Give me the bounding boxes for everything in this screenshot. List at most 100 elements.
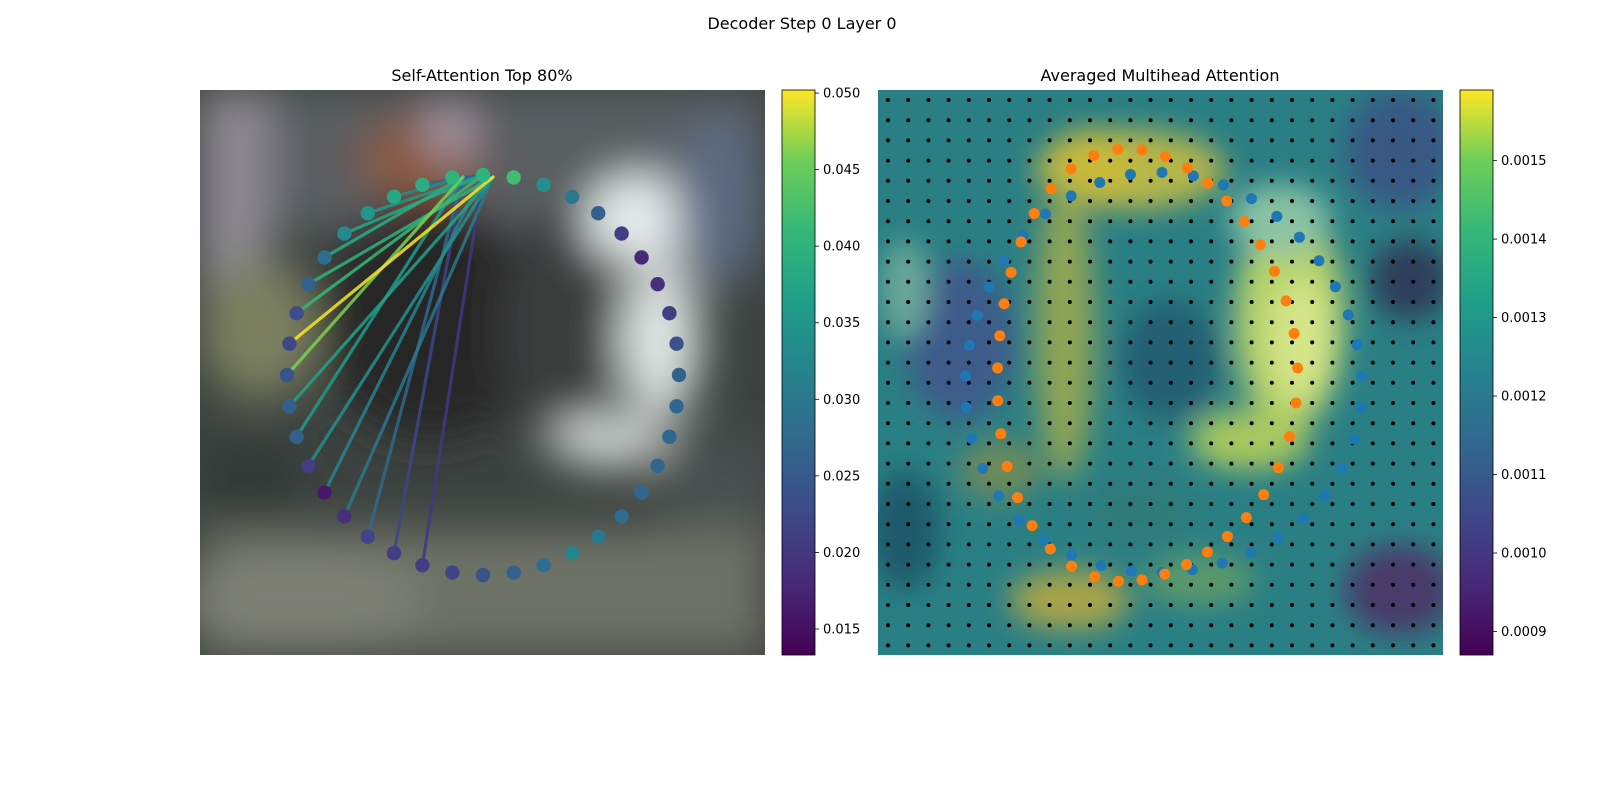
key-grid-point	[1047, 603, 1052, 607]
key-grid-point	[1148, 360, 1153, 365]
key-grid-point	[1027, 239, 1032, 244]
key-grid-point	[1128, 582, 1133, 587]
key-grid-point	[966, 320, 971, 325]
key-grid-point	[1391, 522, 1395, 527]
key-grid-point	[946, 259, 951, 264]
key-grid-point	[926, 562, 931, 567]
key-grid-point	[1209, 380, 1214, 385]
reference-point	[1187, 170, 1199, 182]
query-point	[650, 458, 665, 473]
key-grid-point	[1350, 502, 1355, 506]
key-grid-point	[1027, 320, 1032, 325]
predicted-point	[992, 395, 1004, 407]
figure-title: Decoder Step 0 Layer 0	[707, 14, 896, 33]
key-grid-point	[1047, 522, 1052, 527]
key-grid-point	[1310, 380, 1315, 385]
reference-point	[1348, 433, 1360, 445]
key-grid-point	[1108, 300, 1113, 304]
predicted-point	[1272, 462, 1284, 474]
key-grid-point	[1370, 239, 1375, 244]
key-grid-point	[1249, 320, 1254, 325]
key-grid-point	[1148, 542, 1153, 547]
key-grid-point	[1330, 421, 1335, 426]
key-grid-point	[1290, 98, 1294, 102]
key-grid-point	[926, 279, 931, 284]
key-grid-point	[906, 178, 911, 183]
key-grid-point	[1067, 582, 1072, 587]
key-grid-point	[1330, 98, 1335, 102]
attention-link	[366, 173, 485, 215]
key-grid-point	[966, 259, 971, 264]
key-grid-point	[886, 461, 890, 466]
key-grid-point	[1350, 178, 1355, 183]
key-grid-point	[886, 603, 890, 607]
key-grid-point	[1350, 481, 1355, 486]
key-grid-point	[1391, 320, 1395, 325]
key-grid-point	[1269, 623, 1274, 628]
key-grid-point	[1148, 441, 1153, 446]
key-grid-point	[1330, 118, 1335, 123]
key-grid-point	[1128, 481, 1133, 486]
colorbar-tick-label: 0.0015	[1501, 154, 1547, 169]
key-grid-point	[1229, 401, 1234, 405]
key-grid-point	[1189, 199, 1193, 203]
key-grid-point	[966, 603, 971, 607]
key-grid-point	[1007, 380, 1012, 385]
key-grid-point	[1330, 502, 1335, 506]
key-grid-point	[1310, 562, 1315, 567]
key-grid-point	[1108, 239, 1113, 244]
key-grid-point	[1128, 360, 1133, 365]
colorbar-tick-label: 0.0009	[1501, 625, 1547, 640]
key-grid-point	[1350, 643, 1355, 648]
predicted-point	[1221, 195, 1233, 207]
key-grid-point	[1431, 239, 1436, 244]
key-grid-point	[1209, 582, 1214, 587]
key-grid-point	[1350, 401, 1355, 405]
key-grid-point	[1209, 643, 1214, 648]
key-grid-point	[1148, 582, 1153, 587]
predicted-point	[1202, 177, 1214, 189]
key-grid-point	[1047, 118, 1052, 123]
key-grid-point	[987, 623, 991, 628]
key-grid-point	[1269, 502, 1274, 506]
key-grid-point	[1027, 178, 1032, 183]
query-point	[360, 529, 375, 545]
query-point	[662, 429, 677, 445]
key-grid-point	[1411, 158, 1416, 163]
key-grid-point	[1128, 522, 1133, 527]
query-point	[282, 399, 297, 414]
key-grid-point	[946, 421, 951, 426]
key-grid-point	[886, 401, 890, 405]
key-grid-point	[1148, 118, 1153, 123]
key-grid-point	[886, 380, 890, 385]
key-grid-point	[1088, 441, 1092, 446]
key-grid-point	[1027, 502, 1032, 506]
key-grid-point	[886, 219, 890, 224]
key-grid-point	[906, 259, 911, 264]
query-points	[279, 167, 687, 583]
predicted-point	[1001, 460, 1013, 472]
key-grid-point	[1007, 320, 1012, 325]
key-grid-point	[1290, 178, 1294, 183]
key-grid-point	[1229, 603, 1234, 607]
key-grid-point	[1108, 360, 1113, 365]
key-grid-point	[1350, 421, 1355, 426]
key-grid-point	[1391, 219, 1395, 224]
predicted-point	[1238, 216, 1250, 228]
key-grid-point	[1148, 178, 1153, 183]
key-grid-point	[1431, 138, 1436, 143]
key-grid-point	[1209, 461, 1214, 466]
key-grid-point	[1047, 239, 1052, 244]
key-grid-point	[1088, 98, 1092, 102]
key-grid-point	[946, 98, 951, 102]
key-grid-point	[1047, 643, 1052, 648]
right-panel-title: Averaged Multihead Attention	[1041, 66, 1280, 85]
query-point	[360, 205, 375, 221]
key-grid-point	[1027, 481, 1032, 486]
key-grid-point	[1370, 300, 1375, 304]
key-grid-point	[1148, 481, 1153, 486]
key-grid-point	[1370, 461, 1375, 466]
key-grid-point	[1047, 461, 1052, 466]
key-grid-point	[946, 199, 951, 203]
key-grid-point	[1088, 603, 1092, 607]
